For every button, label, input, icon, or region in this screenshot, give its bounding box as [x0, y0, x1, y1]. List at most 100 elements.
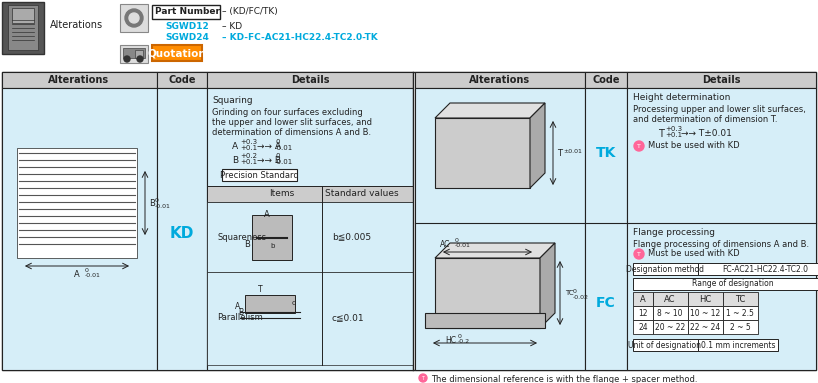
- Text: Alterations: Alterations: [470, 75, 531, 85]
- Circle shape: [129, 13, 139, 23]
- Bar: [222, 169, 297, 181]
- Text: A: A: [232, 142, 238, 151]
- Bar: [12, 8, 34, 23]
- Bar: [698, 263, 818, 275]
- Text: T: T: [557, 149, 562, 157]
- Text: Height determination: Height determination: [633, 93, 730, 102]
- Text: the upper and lower slit surfaces, and: the upper and lower slit surfaces, and: [212, 118, 372, 127]
- Bar: [120, 45, 148, 63]
- Text: Quotation: Quotation: [147, 48, 206, 58]
- Text: +0.1: +0.1: [240, 159, 257, 165]
- Text: Squaring: Squaring: [212, 96, 253, 105]
- Bar: [627, 72, 816, 88]
- Circle shape: [137, 56, 143, 62]
- Text: →→ A: →→ A: [257, 142, 281, 151]
- Text: Items: Items: [269, 190, 294, 198]
- Bar: [585, 88, 627, 370]
- Circle shape: [124, 56, 130, 62]
- Text: Must be used with KD: Must be used with KD: [648, 249, 739, 259]
- Text: T: T: [258, 285, 263, 294]
- Text: Code: Code: [169, 75, 196, 85]
- Text: 22 ~ 24: 22 ~ 24: [690, 322, 720, 332]
- Bar: [585, 72, 627, 88]
- Text: 10 ~ 12: 10 ~ 12: [690, 308, 720, 318]
- Text: – (KD/FC/TK): – (KD/FC/TK): [222, 7, 278, 16]
- Text: Flange processing: Flange processing: [633, 228, 715, 237]
- Bar: [207, 272, 413, 365]
- Text: +0.1: +0.1: [240, 145, 257, 151]
- Text: 24: 24: [638, 322, 648, 332]
- Text: b: b: [270, 243, 274, 249]
- Text: TC: TC: [735, 295, 745, 303]
- Bar: [123, 48, 145, 58]
- Bar: [157, 72, 207, 88]
- Text: +0.3: +0.3: [240, 139, 257, 145]
- Text: 1 ~ 2.5: 1 ~ 2.5: [726, 308, 754, 318]
- Circle shape: [634, 141, 644, 151]
- Bar: [653, 292, 688, 306]
- Text: – KD-FC-AC21-HC22.4-TC2.0-TK: – KD-FC-AC21-HC22.4-TC2.0-TK: [222, 33, 378, 42]
- Bar: [633, 263, 698, 275]
- Bar: [152, 45, 202, 61]
- Polygon shape: [435, 103, 545, 118]
- Text: 0: 0: [275, 139, 280, 145]
- Bar: [723, 320, 758, 334]
- Text: TK: TK: [596, 146, 616, 160]
- Text: determination of dimensions A and B.: determination of dimensions A and B.: [212, 128, 371, 137]
- Text: 8 ~ 10: 8 ~ 10: [657, 308, 683, 318]
- Bar: [723, 306, 758, 320]
- Bar: [415, 88, 585, 370]
- Text: +0.1: +0.1: [665, 132, 682, 138]
- Text: AC: AC: [664, 295, 676, 303]
- Bar: [633, 306, 653, 320]
- Text: -0.2: -0.2: [458, 339, 470, 344]
- Text: Standard values: Standard values: [326, 190, 399, 198]
- Text: b≦0.005: b≦0.005: [332, 232, 371, 242]
- Text: T: T: [658, 129, 664, 139]
- Text: +0.2: +0.2: [240, 153, 257, 159]
- Text: FC: FC: [596, 296, 616, 310]
- Text: Part Number: Part Number: [155, 7, 220, 16]
- Text: 0: 0: [455, 238, 459, 243]
- Text: Range of designation: Range of designation: [692, 280, 774, 288]
- Text: SGWD24: SGWD24: [165, 33, 209, 42]
- Text: Must be used with KD: Must be used with KD: [648, 141, 739, 151]
- Polygon shape: [540, 243, 555, 328]
- Circle shape: [419, 374, 427, 382]
- Text: B: B: [244, 240, 249, 249]
- Bar: [2, 2, 44, 54]
- Text: KD: KD: [170, 226, 194, 241]
- Text: A: A: [235, 302, 240, 311]
- Bar: [8, 5, 38, 50]
- Circle shape: [125, 9, 143, 27]
- Text: Parallelism: Parallelism: [217, 314, 263, 322]
- Text: Flange processing of dimensions A and B.: Flange processing of dimensions A and B.: [633, 240, 809, 249]
- Text: -0.02: -0.02: [573, 295, 589, 300]
- Text: T: T: [421, 375, 425, 380]
- Bar: [415, 72, 585, 88]
- Polygon shape: [530, 103, 545, 188]
- Bar: [207, 186, 413, 202]
- Text: 0: 0: [85, 268, 89, 273]
- Bar: [120, 4, 148, 32]
- Text: c: c: [292, 300, 296, 306]
- Bar: [425, 313, 545, 328]
- Bar: [17, 148, 137, 258]
- Text: Squareness: Squareness: [217, 232, 266, 242]
- Text: -0.01: -0.01: [275, 159, 293, 165]
- Text: 0: 0: [275, 153, 280, 159]
- Text: B: B: [149, 198, 155, 208]
- Text: 20 ~ 22: 20 ~ 22: [655, 322, 685, 332]
- Text: -0.01: -0.01: [455, 243, 471, 248]
- Bar: [723, 292, 758, 306]
- Polygon shape: [435, 243, 555, 258]
- Text: HC: HC: [699, 295, 711, 303]
- Bar: [2, 72, 816, 370]
- Text: FC-AC21-HC22.4-TC2.0: FC-AC21-HC22.4-TC2.0: [722, 265, 808, 273]
- Text: Grinding on four surfaces excluding: Grinding on four surfaces excluding: [212, 108, 362, 117]
- Bar: [688, 306, 723, 320]
- Bar: [207, 202, 413, 272]
- Bar: [627, 88, 816, 370]
- Bar: [688, 320, 723, 334]
- Text: Precision Standard: Precision Standard: [219, 170, 299, 180]
